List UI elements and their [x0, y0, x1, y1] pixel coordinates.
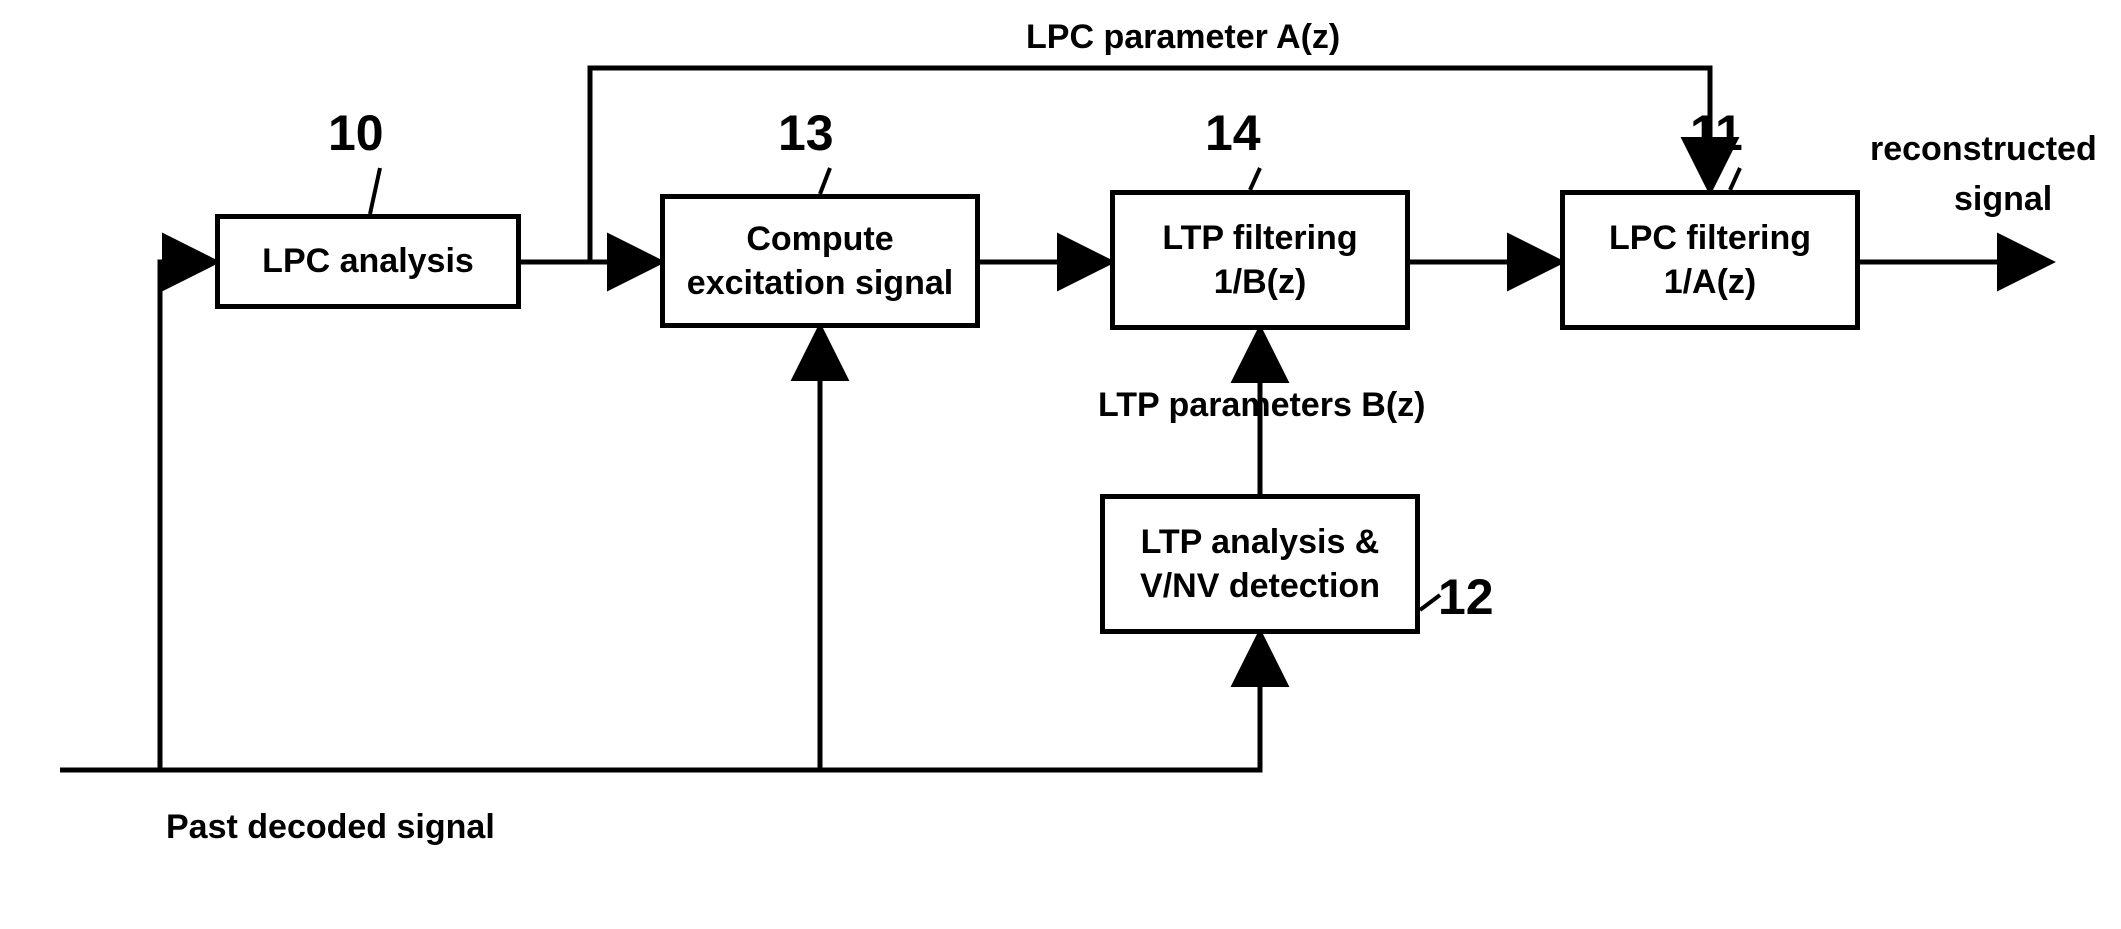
block-number: 12: [1438, 568, 1494, 626]
edge-e_in_b10: [160, 262, 215, 770]
block-number: 10: [328, 104, 384, 162]
block-label: Computeexcitation signal: [687, 217, 953, 305]
block-n10: LPC analysis: [215, 214, 521, 309]
block-n14: LTP filtering1/B(z): [1110, 190, 1410, 330]
edge-e_in_b12: [820, 634, 1260, 770]
diagram-canvas: LPC analysis Computeexcitation signal LTP …: [0, 0, 2121, 929]
tick: [1250, 168, 1260, 190]
block-label: LPC analysis: [262, 239, 474, 283]
block-number: 11: [1690, 104, 1743, 162]
tick: [370, 168, 380, 214]
tick: [1420, 595, 1440, 610]
edge-e_in: [60, 328, 820, 770]
block-label: LTP analysis &V/NV detection: [1140, 520, 1380, 608]
wires-layer: [0, 0, 2121, 929]
label-lbl_top: LPC parameter A(z): [1026, 16, 1340, 59]
block-label: LPC filtering1/A(z): [1609, 216, 1811, 304]
block-label: LTP filtering1/B(z): [1162, 216, 1357, 304]
block-n11: LPC filtering1/A(z): [1560, 190, 1860, 330]
label-lbl_ltp: LTP parameters B(z): [1098, 384, 1426, 427]
tick: [820, 168, 830, 194]
block-n13: Computeexcitation signal: [660, 194, 980, 328]
block-number: 13: [778, 104, 834, 162]
block-number: 14: [1205, 104, 1261, 162]
block-n12: LTP analysis &V/NV detection: [1100, 494, 1420, 634]
label-lbl_recon2: signal: [1954, 178, 2052, 221]
label-lbl_past: Past decoded signal: [166, 806, 495, 849]
tick: [1730, 168, 1740, 190]
label-lbl_recon1: reconstructed: [1870, 128, 2097, 171]
